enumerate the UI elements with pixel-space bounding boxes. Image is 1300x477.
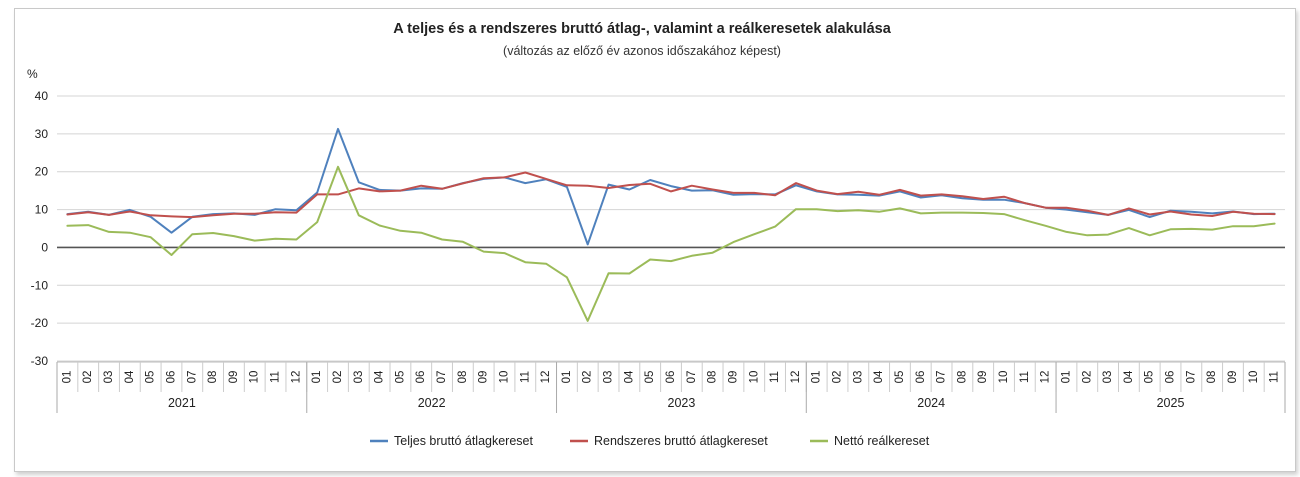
y-tick-label: -10 xyxy=(31,278,49,292)
x-tick-label: 01 xyxy=(1060,371,1072,384)
x-tick-label: 12 xyxy=(540,371,552,384)
x-tick-label: 10 xyxy=(748,371,760,384)
y-tick-label: 10 xyxy=(35,203,49,217)
x-tick-label: 05 xyxy=(894,371,906,384)
x-tick-label: 04 xyxy=(873,370,885,383)
x-tick-label: 11 xyxy=(1019,371,1031,383)
x-tick-label: 10 xyxy=(249,371,261,384)
y-tick-label: 20 xyxy=(35,165,49,179)
y-axis-unit-label: % xyxy=(27,67,38,81)
legend: Teljes bruttó átlagkereset Rendszeres bru… xyxy=(370,434,930,448)
x-tick-label: 09 xyxy=(228,371,240,384)
x-tick-label: 07 xyxy=(686,371,698,384)
y-tick-label: -20 xyxy=(31,316,49,330)
x-tick-label: 02 xyxy=(1081,371,1093,384)
x-tick-label: 09 xyxy=(977,371,989,384)
x-tick-label: 02 xyxy=(582,371,594,384)
x-tick-label: 08 xyxy=(207,371,219,384)
x-tick-label: 03 xyxy=(103,371,115,384)
x-tick-label: 01 xyxy=(61,371,73,384)
line-chart: A teljes és a rendszeres bruttó átlag-, … xyxy=(27,21,1286,448)
x-tick-label: 03 xyxy=(1102,371,1114,384)
x-tick-label: 07 xyxy=(436,371,448,384)
y-axis-ticks: 40 30 20 10 0 -10 -20 -30 xyxy=(31,89,49,368)
x-tick-label: 01 xyxy=(811,371,823,384)
x-tick-label: 06 xyxy=(415,371,427,384)
x-tick-label: 05 xyxy=(145,371,157,384)
x-tick-label: 02 xyxy=(832,371,844,384)
x-tick-label: 08 xyxy=(457,371,469,384)
x-tick-label: 02 xyxy=(82,371,94,384)
x-tick-label: 09 xyxy=(727,371,739,384)
x-tick-label: 04 xyxy=(623,370,635,383)
x-tick-label: 07 xyxy=(1185,371,1197,384)
x-tick-label: 04 xyxy=(124,370,136,383)
x-tick-label: 03 xyxy=(852,371,864,384)
x-tick-label: 05 xyxy=(644,371,656,384)
y-tick-label: -30 xyxy=(31,354,49,368)
gridlines xyxy=(57,95,1285,362)
x-tick-label: 08 xyxy=(707,371,719,384)
x-tick-label: 03 xyxy=(603,371,615,384)
x-tick-label: 06 xyxy=(915,371,927,384)
legend-label: Teljes bruttó átlagkereset xyxy=(394,434,533,448)
x-tick-label: 08 xyxy=(1206,371,1218,384)
x-tick-label: 11 xyxy=(270,371,282,383)
x-tick-label: 02 xyxy=(332,371,344,384)
x-tick-label: 10 xyxy=(998,371,1010,384)
x-tick-label: 01 xyxy=(311,371,323,384)
y-tick-label: 40 xyxy=(35,89,49,103)
x-tick-label: 07 xyxy=(936,371,948,384)
x-tick-label: 01 xyxy=(561,371,573,384)
x-tick-label: 04 xyxy=(1123,370,1135,383)
legend-label: Rendszeres bruttó átlagkereset xyxy=(594,434,768,448)
x-tick-label: 06 xyxy=(165,371,177,384)
x-tick-label: 11 xyxy=(769,371,781,383)
x-tick-label: 05 xyxy=(1144,371,1156,384)
year-label: 2025 xyxy=(1157,396,1185,410)
x-tick-label: 04 xyxy=(374,370,386,383)
chart-subtitle: (változás az előző év azonos időszakához… xyxy=(503,44,781,58)
x-tick-label: 12 xyxy=(290,371,302,384)
x-tick-label: 09 xyxy=(1227,371,1239,384)
year-label: 2022 xyxy=(418,396,446,410)
series-line-2 xyxy=(66,165,1276,322)
x-tick-label: 12 xyxy=(1040,371,1052,384)
x-tick-label: 03 xyxy=(353,371,365,384)
year-label: 2021 xyxy=(168,396,196,410)
x-tick-label: 11 xyxy=(519,371,531,383)
x-tick-label: 10 xyxy=(498,371,510,384)
x-tick-label: 05 xyxy=(394,371,406,384)
year-label: 2024 xyxy=(917,396,945,410)
x-tick-label: 08 xyxy=(956,371,968,384)
x-tick-label: 11 xyxy=(1269,371,1281,383)
year-label: 2023 xyxy=(668,396,696,410)
y-tick-label: 30 xyxy=(35,127,49,141)
x-tick-label: 06 xyxy=(1165,371,1177,384)
series-line-0 xyxy=(66,127,1276,246)
series-line-1 xyxy=(66,171,1276,219)
x-tick-label: 06 xyxy=(665,371,677,384)
x-tick-label: 09 xyxy=(478,371,490,384)
x-axis: 01 02 03 04 05 06 07 08 09 10 11 12 01 02 03 04 05 06 07 08… xyxy=(56,361,1286,413)
series-lines xyxy=(66,127,1276,322)
chart-title: A teljes és a rendszeres bruttó átlag-, … xyxy=(393,21,891,37)
y-tick-label: 0 xyxy=(41,240,48,254)
x-tick-label: 12 xyxy=(790,371,802,384)
x-tick-label: 07 xyxy=(186,371,198,384)
chart-frame: A teljes és a rendszeres bruttó átlag-, … xyxy=(14,8,1296,472)
legend-label: Nettó reálkereset xyxy=(834,434,930,448)
x-tick-label: 10 xyxy=(1248,371,1260,384)
